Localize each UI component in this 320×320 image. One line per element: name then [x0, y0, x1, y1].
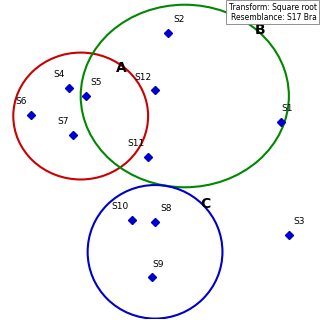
- Text: S4: S4: [53, 70, 65, 79]
- Text: S10: S10: [111, 202, 128, 211]
- Text: S2: S2: [173, 15, 184, 24]
- Text: S3: S3: [294, 217, 305, 226]
- Text: C: C: [200, 197, 211, 211]
- Text: S9: S9: [152, 260, 164, 268]
- Text: B: B: [254, 23, 265, 37]
- Text: S6: S6: [16, 97, 27, 106]
- Text: S12: S12: [134, 73, 151, 82]
- Text: S8: S8: [160, 204, 172, 213]
- Text: Transform: Square root
Resemblance: S17 Bra: Transform: Square root Resemblance: S17 …: [228, 3, 316, 22]
- Text: S5: S5: [91, 78, 102, 87]
- Text: S1: S1: [281, 104, 292, 113]
- Text: S7: S7: [57, 117, 69, 126]
- Text: S11: S11: [127, 139, 144, 148]
- Text: A: A: [116, 61, 126, 76]
